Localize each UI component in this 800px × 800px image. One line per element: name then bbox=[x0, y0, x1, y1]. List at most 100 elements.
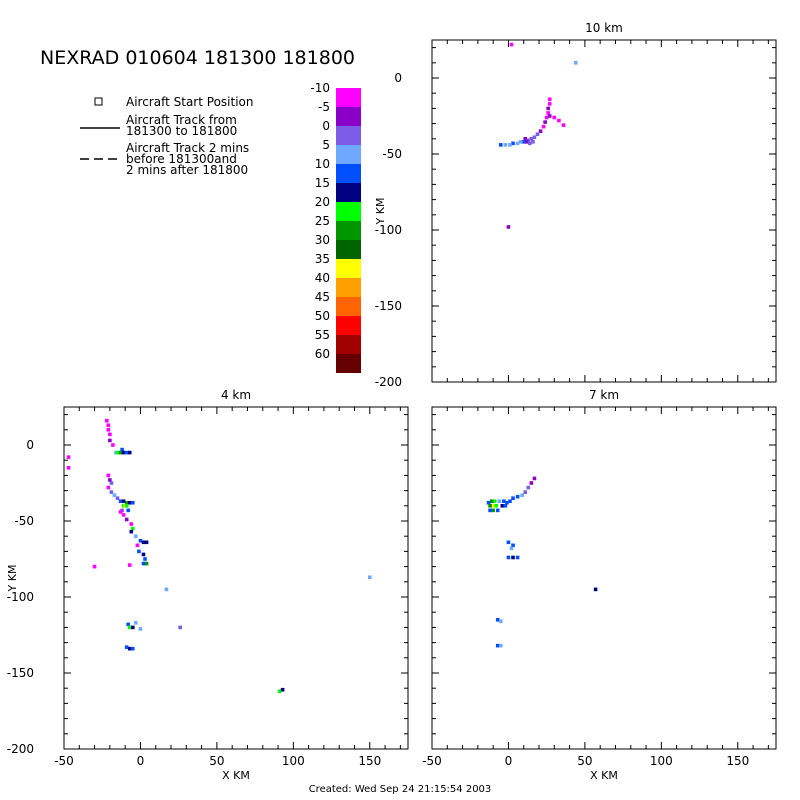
data-cell bbox=[511, 555, 515, 560]
data-cell bbox=[509, 546, 514, 551]
data-cell bbox=[515, 141, 520, 146]
colorbar-label: 50 bbox=[315, 309, 330, 323]
data-cell bbox=[280, 687, 285, 692]
data-cell bbox=[508, 143, 512, 147]
data-cell bbox=[138, 538, 143, 543]
data-cell bbox=[546, 111, 550, 115]
colorbar-label: 15 bbox=[315, 176, 330, 190]
page-title: NEXRAD 010604 181300 181800 bbox=[40, 47, 355, 69]
x-tick-label: 100 bbox=[282, 754, 305, 768]
data-cell bbox=[115, 496, 120, 500]
colorbar-label: 40 bbox=[315, 271, 330, 285]
x-tick-label: -50 bbox=[422, 754, 442, 768]
data-cell bbox=[134, 534, 138, 538]
data-cell bbox=[544, 115, 549, 120]
panel-title: 4 km bbox=[221, 388, 251, 402]
data-cell bbox=[126, 622, 131, 627]
data-cell bbox=[505, 500, 509, 505]
x-tick-label: -50 bbox=[54, 754, 74, 768]
data-cell bbox=[127, 646, 132, 651]
data-cell bbox=[121, 513, 126, 517]
data-cell bbox=[121, 499, 126, 504]
data-cell bbox=[164, 587, 169, 592]
data-cell bbox=[141, 552, 146, 557]
data-cell bbox=[489, 499, 494, 504]
data-cell bbox=[127, 563, 132, 567]
data-cell bbox=[144, 540, 149, 545]
x-tick-label: 0 bbox=[505, 754, 513, 768]
x-tick-label: 50 bbox=[209, 754, 224, 768]
data-cell bbox=[524, 140, 529, 144]
legend: Aircraft Start Position Aircraft Track f… bbox=[80, 95, 253, 177]
y-tick-label: -150 bbox=[7, 666, 34, 680]
data-cell bbox=[497, 499, 502, 504]
data-cell bbox=[511, 496, 515, 500]
y-tick-label: 0 bbox=[394, 71, 402, 85]
legend-track2-line2: before 181300and bbox=[126, 152, 237, 166]
data-cell bbox=[532, 476, 537, 481]
data-cell bbox=[488, 508, 492, 513]
data-cell bbox=[92, 564, 97, 569]
colorbar-label: 10 bbox=[315, 157, 330, 171]
plot-panel: -50 0 50 100 150 7 km X KM bbox=[422, 388, 777, 782]
data-cell bbox=[499, 643, 503, 648]
colorbar-swatch bbox=[336, 278, 361, 297]
data-cell bbox=[523, 490, 528, 494]
data-cell bbox=[131, 500, 135, 505]
colorbar-swatch bbox=[336, 259, 361, 278]
data-cell bbox=[127, 500, 132, 505]
data-cell bbox=[488, 504, 492, 508]
plot-frame bbox=[63, 406, 409, 750]
data-cell bbox=[499, 619, 503, 624]
data-cell bbox=[502, 499, 506, 504]
colorbar-swatch bbox=[336, 221, 361, 240]
y-axis-label: Y KM bbox=[374, 198, 387, 226]
colorbar-swatch bbox=[336, 145, 361, 164]
data-cell bbox=[495, 643, 500, 648]
data-cell bbox=[120, 447, 124, 452]
data-cell bbox=[547, 102, 552, 106]
data-cell bbox=[141, 540, 146, 545]
data-cell bbox=[106, 423, 111, 428]
data-cell bbox=[494, 504, 499, 508]
data-cell bbox=[500, 504, 505, 508]
data-cell bbox=[124, 645, 129, 649]
x-tick-label: 150 bbox=[358, 754, 381, 768]
data-cell bbox=[118, 510, 123, 514]
colorbar-swatch bbox=[336, 164, 361, 183]
data-cell bbox=[515, 494, 520, 499]
data-cell bbox=[66, 466, 71, 470]
colorbar-label: 30 bbox=[315, 233, 330, 247]
colorbar-swatch bbox=[336, 335, 361, 354]
colorbar-swatch bbox=[336, 126, 361, 145]
start-marker-icon bbox=[94, 97, 103, 106]
data-cell bbox=[532, 135, 537, 140]
data-cell bbox=[547, 114, 552, 118]
plot-panel: 0 -50 -100 -150 -200 10 km Y KM bbox=[374, 21, 777, 389]
y-tick-label: -200 bbox=[375, 375, 402, 389]
data-cell bbox=[144, 561, 149, 566]
data-cell bbox=[109, 490, 114, 494]
data-cell bbox=[134, 621, 138, 625]
data-cell bbox=[106, 485, 111, 490]
data-cell bbox=[124, 450, 129, 455]
data-cell bbox=[118, 499, 123, 504]
data-cell bbox=[526, 485, 531, 490]
data-cell bbox=[520, 493, 525, 497]
colorbar-label: 35 bbox=[315, 252, 330, 266]
colorbar-label: 25 bbox=[315, 214, 330, 228]
data-cell bbox=[277, 689, 282, 694]
plot-frame bbox=[431, 406, 777, 750]
data-cell bbox=[129, 529, 134, 534]
legend-track2-line3: 2 mins after 181800 bbox=[126, 163, 248, 177]
colorbar-swatch bbox=[336, 297, 361, 316]
data-cell bbox=[561, 123, 566, 127]
data-cell bbox=[111, 443, 115, 447]
data-cell bbox=[106, 473, 111, 478]
panel-title: 10 km bbox=[585, 21, 623, 35]
data-cell bbox=[503, 143, 508, 147]
y-tick-label: -150 bbox=[375, 299, 402, 313]
y-tick-label: -200 bbox=[7, 742, 34, 756]
y-tick-label: -100 bbox=[7, 590, 34, 604]
